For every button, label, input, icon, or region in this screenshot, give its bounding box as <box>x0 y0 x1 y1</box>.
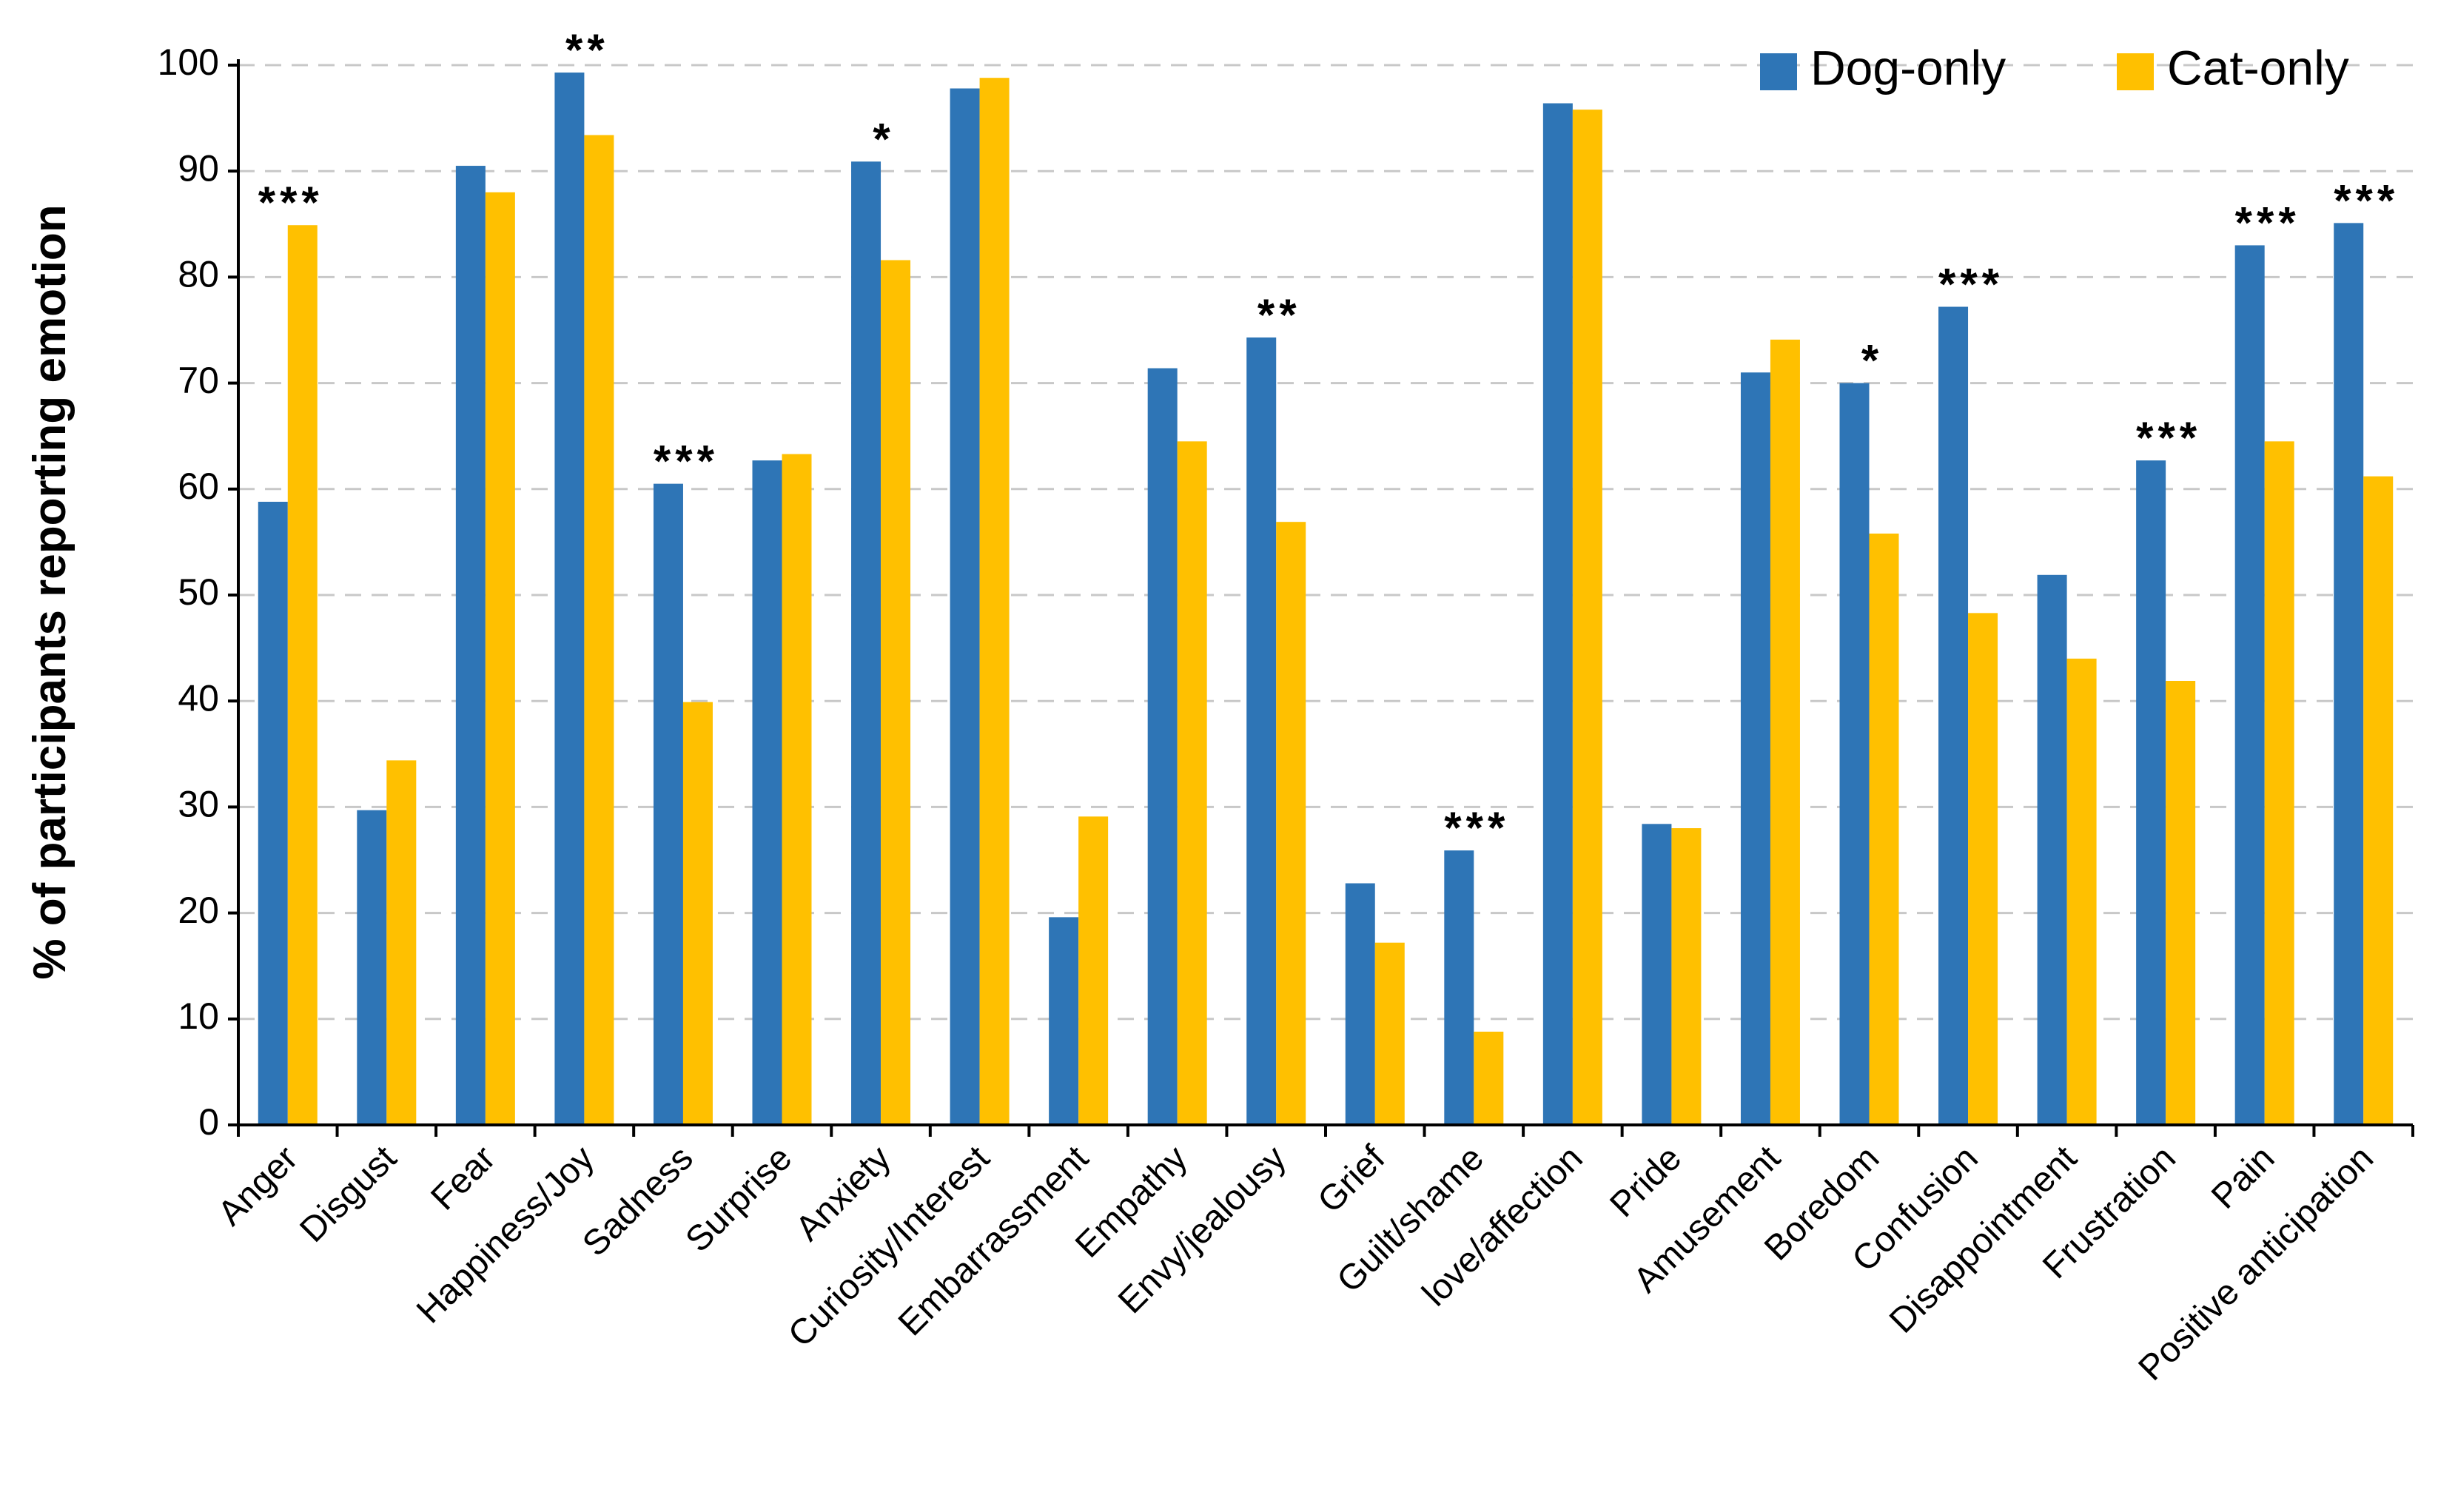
bar-dog-only-disgust <box>357 810 387 1125</box>
significance-frustration: *** <box>2136 413 2201 463</box>
y-tick-label: 30 <box>178 784 219 825</box>
bar-dog-only-fear <box>455 166 486 1125</box>
y-tick-label: 80 <box>178 254 219 295</box>
significance-pain: *** <box>2235 198 2300 247</box>
significance-anger: *** <box>258 178 323 227</box>
bar-cat-only-amusement <box>1770 339 1800 1126</box>
bar-cat-only-anger <box>287 225 318 1126</box>
significance-envy-jealousy: ** <box>1257 290 1301 340</box>
bar-dog-only-love-affection <box>1542 103 1573 1125</box>
bar-dog-only-disappointment <box>2037 574 2067 1125</box>
y-axis-ticks: 0 10 20 30 40 50 60 70 80 90 100 <box>158 41 238 1143</box>
x-tick-label-sadness: Sadness <box>575 1138 701 1264</box>
bar-cat-only-pain <box>2264 441 2294 1125</box>
x-tick-label-envy-jealousy: Envy/jealousy <box>1111 1138 1294 1321</box>
bar-dog-only-empathy <box>1147 368 1178 1125</box>
y-tick-label: 20 <box>178 890 219 931</box>
bar-dog-only-positive-anticipation <box>2334 223 2364 1125</box>
bar-dog-only-embarrassment <box>1049 917 1079 1125</box>
bar-cat-only-surprise <box>782 454 812 1125</box>
bar-dog-only-frustration <box>2136 460 2166 1125</box>
x-tick-label-anger: Anger <box>210 1138 305 1233</box>
significance-boredom: * <box>1861 336 1883 386</box>
bar-dog-only-happiness-joy <box>554 73 585 1125</box>
bar-dog-only-surprise <box>752 460 782 1125</box>
bar-dog-only-guilt-shame <box>1444 850 1474 1125</box>
bar-cat-only-pride <box>1671 828 1702 1125</box>
bar-dog-only-confusion <box>1938 306 1969 1126</box>
bar-cat-only-confusion <box>1968 613 1998 1125</box>
x-tick-label-disgust: Disgust <box>292 1138 404 1250</box>
significance-guilt-shame: *** <box>1444 803 1509 853</box>
bar-cat-only-sadness <box>682 702 713 1125</box>
bar-dog-only-pride <box>1642 824 1672 1125</box>
bar-cat-only-envy-jealousy <box>1276 522 1306 1125</box>
significance-sadness: *** <box>654 437 719 486</box>
bar-cat-only-disgust <box>386 760 417 1125</box>
bar-cat-only-empathy <box>1177 441 1207 1125</box>
legend-label-dog-only: Dog-only <box>1810 40 2006 95</box>
legend-swatch-dog-only <box>1760 53 1797 90</box>
y-tick-label: 10 <box>178 995 219 1037</box>
bar-dog-only-amusement <box>1740 372 1770 1125</box>
x-tick-label-grief: Grief <box>1311 1138 1393 1220</box>
legend: Dog-only Cat-only <box>1760 40 2349 95</box>
x-tick-label-pride: Pride <box>1602 1138 1689 1225</box>
y-tick-label: 90 <box>178 147 219 189</box>
bar-cat-only-boredom <box>1869 533 1899 1125</box>
bar-cat-only-grief <box>1374 942 1405 1125</box>
y-tick-label: 70 <box>178 360 219 401</box>
bar-cat-only-anxiety <box>881 260 911 1125</box>
y-tick-label: 100 <box>158 41 219 83</box>
bars <box>258 73 2394 1126</box>
y-tick-label: 60 <box>178 466 219 507</box>
y-axis-label: % of participants reporting emotion <box>24 204 75 979</box>
x-tick-label-surprise: Surprise <box>678 1138 799 1260</box>
bar-dog-only-anger <box>258 501 288 1125</box>
significance-positive-anticipation: *** <box>2334 175 2399 225</box>
legend-label-cat-only: Cat-only <box>2167 40 2349 95</box>
y-tick-label: 0 <box>198 1101 219 1143</box>
bar-cat-only-embarrassment <box>1078 816 1109 1125</box>
legend-swatch-cat-only <box>2117 53 2154 90</box>
bar-dog-only-pain <box>2234 245 2265 1126</box>
bar-cat-only-curiosity-interest <box>979 78 1010 1126</box>
x-tick-label-pain: Pain <box>2204 1138 2282 1216</box>
bar-dog-only-boredom <box>1839 383 1870 1125</box>
bar-dog-only-anxiety <box>851 161 881 1125</box>
significance-annotations: ************************ *** <box>258 25 2399 853</box>
x-tick-label-happiness-joy: Happiness/Joy <box>409 1138 602 1331</box>
bar-dog-only-curiosity-interest <box>950 88 980 1125</box>
significance-happiness-joy: ** <box>565 25 609 75</box>
bar-cat-only-positive-anticipation <box>2363 476 2394 1125</box>
bar-cat-only-frustration <box>2166 680 2196 1125</box>
y-tick-label: 40 <box>178 677 219 719</box>
bar-cat-only-happiness-joy <box>584 135 614 1126</box>
y-tick-label: 50 <box>178 571 219 613</box>
significance-anxiety: * <box>873 114 894 164</box>
bar-cat-only-disappointment <box>2066 658 2097 1125</box>
bar-cat-only-love-affection <box>1572 110 1602 1125</box>
x-tick-label-fear: Fear <box>423 1138 503 1217</box>
bar-dog-only-sadness <box>653 483 683 1125</box>
bar-dog-only-grief <box>1345 883 1375 1125</box>
bar-cat-only-fear <box>485 192 515 1126</box>
bar-dog-only-envy-jealousy <box>1246 337 1277 1126</box>
significance-confusion: *** <box>1938 259 2004 309</box>
bar-cat-only-guilt-shame <box>1474 1031 1504 1125</box>
